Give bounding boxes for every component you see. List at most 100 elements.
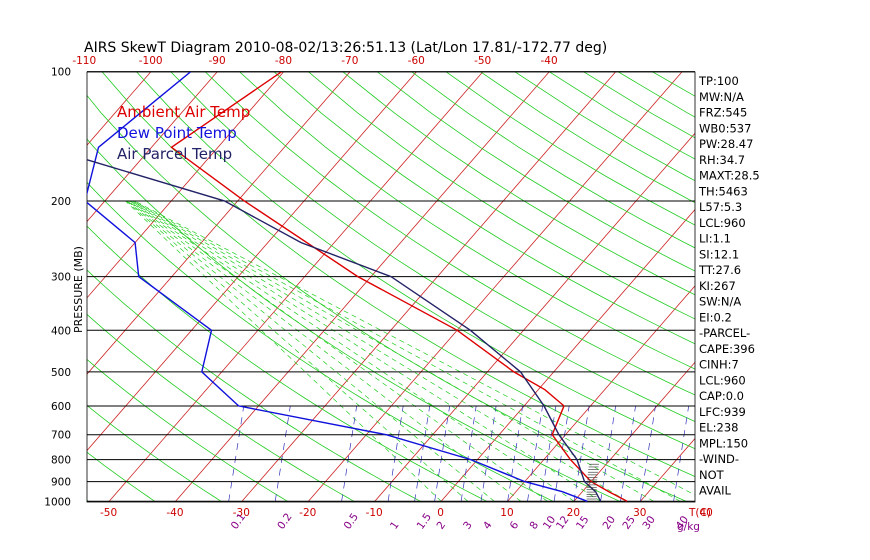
- plot-frame: [86, 71, 696, 503]
- dry-adiabat-line: [87, 358, 290, 502]
- index-entry: RH:34.7: [699, 153, 745, 167]
- sounding-profiles: [87, 72, 628, 502]
- index-entry: LFC:939: [699, 405, 746, 419]
- index-entry: MW:N/A: [699, 90, 744, 104]
- chart-legend: Ambient Air Temp Dew Point Temp Air Parcel…: [117, 103, 250, 163]
- moist-adiabat-line: [126, 200, 469, 502]
- pressure-tick-label: 400: [51, 325, 71, 337]
- index-entry: AVAIL: [699, 484, 732, 498]
- profile-line-2: [87, 159, 602, 502]
- legend-entry: Ambient Air Temp: [117, 103, 250, 121]
- dry-adiabat-line: [651, 72, 695, 97]
- bottom-temp-tick-label: 40: [699, 507, 712, 519]
- isotherm-line: [307, 72, 683, 502]
- dry-adiabat-line: [136, 72, 695, 450]
- bottom-temp-tick-label: 0: [437, 507, 444, 519]
- dry-adiabat-line: [170, 72, 695, 422]
- isotherm-line: [639, 437, 695, 502]
- index-entry: EL:238: [699, 421, 739, 435]
- mixing-ratio-line: [480, 405, 497, 502]
- y-axis-label: PRESSURE (MB): [72, 246, 85, 333]
- isotherm-line: [839, 72, 870, 502]
- mixing-ratio-line: [434, 405, 451, 502]
- mixing-ratio-line: [527, 405, 543, 502]
- mixing-ratio-label: 2: [435, 519, 449, 531]
- dry-adiabat-line: [514, 72, 695, 182]
- pressure-tick-label: 700: [51, 430, 71, 442]
- index-entry: EI:0.2: [699, 310, 732, 324]
- index-entry: KI:267: [699, 279, 736, 293]
- legend-entry: Dew Point Temp: [117, 124, 237, 142]
- mixing-ratio-line: [600, 405, 617, 502]
- dry-adiabat-line: [87, 313, 356, 502]
- dry-adiabat-line: [239, 72, 695, 370]
- index-entry: TH:5463: [698, 184, 748, 198]
- moist-adiabat-line: [130, 200, 601, 502]
- index-entry: CAP:0.0: [699, 389, 744, 403]
- cape-hatching: [586, 463, 599, 500]
- bottom-temp-tick-label: 20: [567, 507, 580, 519]
- top-temp-tick-label: -50: [474, 55, 491, 67]
- index-entry: TT:27.6: [698, 263, 741, 277]
- legend-entry: Air Parcel Temp: [117, 145, 232, 163]
- index-entry: LCL:960: [699, 216, 746, 230]
- pressure-tick-label: 100: [51, 67, 71, 79]
- index-entry: -PARCEL-: [699, 326, 750, 340]
- isotherm-line: [87, 72, 284, 299]
- bottom-temp-tick-label: 30: [633, 507, 646, 519]
- bottom-temp-tick-label: -30: [233, 507, 250, 519]
- dry-adiabat-line: [0, 72, 34, 511]
- profile-line-1: [87, 72, 588, 502]
- isotherm-line: [440, 208, 695, 502]
- top-temp-tick-label: -60: [408, 55, 425, 67]
- mixing-ratio-label: 0.5: [342, 511, 361, 532]
- moist-adiabat-line: [127, 200, 522, 502]
- index-entry: L57:5.3: [699, 200, 742, 214]
- pressure-tick-label: 200: [51, 196, 71, 208]
- bottom-temp-tick-label: 10: [500, 507, 513, 519]
- index-entry: MAXT:28.5: [699, 169, 760, 183]
- dry-adiabat-line: [342, 72, 695, 296]
- dry-adiabat-line: [411, 72, 695, 249]
- mixing-ratio-label: 6: [508, 519, 522, 532]
- dry-adiabat-line: [87, 499, 90, 502]
- mixing-ratio-label: 20: [601, 514, 619, 532]
- bottom-temp-tick-label: -10: [366, 507, 383, 519]
- mixing-ratio-unit: g/kg: [677, 521, 700, 533]
- isotherm-line: [87, 72, 417, 452]
- dry-adiabat-line: [87, 181, 556, 502]
- isotherm-line: [87, 72, 218, 223]
- isotherm-line: [108, 72, 483, 502]
- index-entry: -WIND-: [699, 452, 739, 466]
- dry-adiabat-line: [376, 72, 695, 272]
- index-entry: CINH:7: [699, 358, 739, 372]
- pressure-tick-label: 500: [51, 367, 71, 379]
- moist-adiabat-line: [134, 200, 695, 496]
- pressure-tick-label: 900: [51, 477, 71, 489]
- mixing-ratio-line: [460, 405, 477, 502]
- mixing-ratio-label: 0.2: [275, 511, 294, 532]
- isotherm-line: [573, 361, 695, 502]
- mixing-ratio-label: 1: [388, 519, 402, 531]
- mixing-ratio-label: 4: [481, 519, 495, 532]
- index-entry: SW:N/A: [699, 295, 741, 309]
- mixing-ratio-label: 1.5: [415, 511, 434, 532]
- dry-adiabat-line: [87, 225, 489, 502]
- pressure-tick-label: 600: [51, 401, 71, 413]
- isotherm-line: [0, 72, 18, 502]
- pressure-tick-label: 1000: [44, 496, 71, 508]
- pressure-tick-label: 800: [51, 455, 71, 467]
- top-temp-tick-label: -100: [139, 55, 163, 67]
- bottom-temp-tick-label: -50: [100, 507, 117, 519]
- top-temp-tick-label: -70: [341, 55, 358, 67]
- index-entry: LCL:960: [699, 373, 746, 387]
- dry-adiabat-line: [273, 72, 695, 345]
- dry-adiabat-line: [87, 94, 689, 502]
- isotherm-line: [373, 132, 695, 502]
- moist-adiabat-line: [129, 200, 575, 502]
- mixing-ratio-label: 8: [528, 519, 542, 531]
- mixing-ratio-line: [341, 405, 358, 502]
- mixing-ratio-line: [620, 405, 636, 502]
